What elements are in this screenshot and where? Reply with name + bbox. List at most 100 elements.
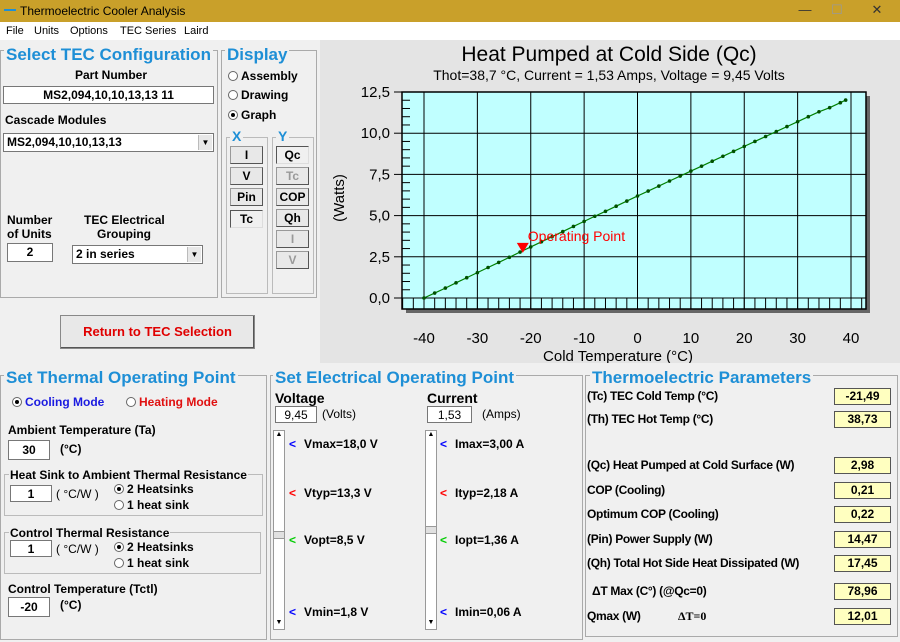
arrow-up-icon[interactable]: ▲ <box>275 431 283 438</box>
current-mark: < Imin=0,06 A <box>440 605 522 619</box>
x-tick-label: -10 <box>573 330 595 347</box>
part-number-field[interactable]: MS2,094,10,10,13,13 11 <box>3 86 214 104</box>
return-to-tec-selection-button[interactable]: Return to TEC Selection <box>60 315 255 349</box>
data-point <box>454 281 458 285</box>
arrow-up-icon[interactable]: ▲ <box>427 431 435 438</box>
x-button-v[interactable]: V <box>230 167 263 185</box>
mark-label: Ityp=2,18 A <box>455 486 519 500</box>
heatsink-field[interactable]: 1 <box>10 485 52 502</box>
y-button-i[interactable]: I <box>276 230 309 248</box>
x-axis-label: Cold Temperature (°C) <box>543 348 693 363</box>
units-label-2: of Units <box>7 227 52 241</box>
mark-label: Vtyp=13,3 V <box>304 486 372 500</box>
maximize-button[interactable]: ☐ <box>831 2 843 17</box>
data-point <box>635 194 640 198</box>
chart-area: Heat Pumped at Cold Side (Qc) Thot=38,7 … <box>320 40 900 365</box>
minimize-button[interactable]: — <box>798 2 812 17</box>
radio-heating[interactable]: Heating Mode <box>126 395 218 409</box>
chart-title: Heat Pumped at Cold Side (Qc) <box>461 43 756 66</box>
close-button[interactable]: ✕ <box>871 2 883 17</box>
param-label: ΔT Max (C°) (@Qc=0) <box>592 584 707 598</box>
param-value: 0,21 <box>834 482 891 499</box>
arrow-down-icon[interactable]: ▼ <box>275 619 283 626</box>
window-title: Thermoelectric Cooler Analysis <box>20 4 186 18</box>
menu-bar: File Units Options TEC Series Laird <box>0 22 900 40</box>
y-axis-group <box>272 137 314 294</box>
x-tick-label: -40 <box>413 330 435 347</box>
control-temp-field[interactable]: -20 <box>8 597 50 617</box>
current-slider-thumb[interactable] <box>425 526 437 534</box>
current-slider[interactable]: ▲ ▼ <box>425 430 437 630</box>
data-point <box>827 105 832 110</box>
opt-label: 2 Heatsinks <box>127 540 194 554</box>
data-point <box>667 179 672 183</box>
radio-icon <box>114 500 124 510</box>
heatsink-unit: ( °C/W ) <box>56 487 99 501</box>
radio-hs-2-heatsinks[interactable]: 2 Heatsinks <box>114 482 194 496</box>
y-button-cop[interactable]: COP <box>276 188 309 206</box>
radio-hs-1-heatsink[interactable]: 1 heat sink <box>114 498 189 512</box>
electrical-title: Set Electrical Operating Point <box>273 368 517 388</box>
y-button-tc[interactable]: Tc <box>276 167 309 185</box>
menu-options[interactable]: Options <box>70 25 108 37</box>
data-point <box>593 214 597 219</box>
data-point <box>785 124 789 129</box>
data-point <box>774 129 779 134</box>
radio-drawing[interactable]: Drawing <box>228 88 288 102</box>
ambient-unit: (°C) <box>60 442 82 456</box>
x-tick-label: 0 <box>633 330 641 347</box>
data-point <box>742 144 747 149</box>
cascade-label: Cascade Modules <box>5 113 107 127</box>
data-point <box>753 139 757 144</box>
param-label: COP (Cooling) <box>587 483 665 497</box>
menu-laird[interactable]: Laird <box>184 25 209 37</box>
menu-units[interactable]: Units <box>34 25 60 37</box>
data-point <box>496 260 501 265</box>
cascade-select[interactable]: MS2,094,10,10,13,13 ▼ <box>3 133 214 152</box>
param-value: 14,47 <box>834 531 891 548</box>
thermal-title: Set Thermal Operating Point <box>4 368 238 388</box>
ambient-field[interactable]: 30 <box>8 440 50 460</box>
arrow-down-icon[interactable]: ▼ <box>427 619 435 626</box>
grouping-value: 2 in series <box>76 247 135 261</box>
menu-file[interactable]: File <box>6 25 24 37</box>
units-field[interactable]: 2 <box>7 243 53 262</box>
param-label: (Th) TEC Hot Temp (°C) <box>587 412 713 426</box>
arrow-left-icon: < <box>440 533 448 547</box>
chevron-down-icon[interactable]: ▼ <box>187 247 201 262</box>
radio-cooling[interactable]: Cooling Mode <box>12 395 104 409</box>
menu-tec-series[interactable]: TEC Series <box>120 25 177 37</box>
y-tick-label: 5,0 <box>369 208 390 225</box>
current-field[interactable]: 1,53 <box>427 406 472 423</box>
ambient-label: Ambient Temperature (Ta) <box>8 423 156 437</box>
y-button-v[interactable]: V <box>276 251 309 269</box>
operating-point-marker <box>516 242 529 253</box>
chevron-down-icon[interactable]: ▼ <box>198 135 212 150</box>
voltage-mark: < Vmax=18,0 V <box>289 437 378 451</box>
radio-assembly[interactable]: Assembly <box>228 69 298 83</box>
y-button-qh[interactable]: Qh <box>276 209 309 227</box>
voltage-slider-thumb[interactable] <box>273 531 285 539</box>
radio-selected-icon <box>114 484 124 494</box>
param-label: (Pin) Power Supply (W) <box>587 532 713 546</box>
arrow-left-icon: < <box>440 486 448 500</box>
voltage-slider[interactable]: ▲ ▼ <box>273 430 285 630</box>
voltage-label: Voltage <box>275 390 325 406</box>
y-button-qc[interactable]: Qc <box>276 146 309 164</box>
grouping-select[interactable]: 2 in series ▼ <box>72 245 203 264</box>
voltage-field[interactable]: 9,45 <box>275 406 317 423</box>
x-button-tc[interactable]: Tc <box>230 210 263 228</box>
data-point <box>699 164 704 168</box>
control-resistance-field[interactable]: 1 <box>10 540 52 557</box>
data-point <box>443 286 448 290</box>
cascade-value: MS2,094,10,10,13,13 <box>7 135 122 149</box>
data-point <box>763 134 768 139</box>
radio-graph[interactable]: Graph <box>228 108 276 122</box>
x-button-pin[interactable]: Pin <box>230 188 263 206</box>
radio-ctr-2-heatsinks[interactable]: 2 Heatsinks <box>114 540 194 554</box>
arrow-left-icon: < <box>289 605 297 619</box>
radio-ctr-1-heatsink[interactable]: 1 heat sink <box>114 556 189 570</box>
data-point <box>571 224 576 229</box>
radio-selected-icon <box>228 110 238 120</box>
x-button-i[interactable]: I <box>230 146 263 164</box>
